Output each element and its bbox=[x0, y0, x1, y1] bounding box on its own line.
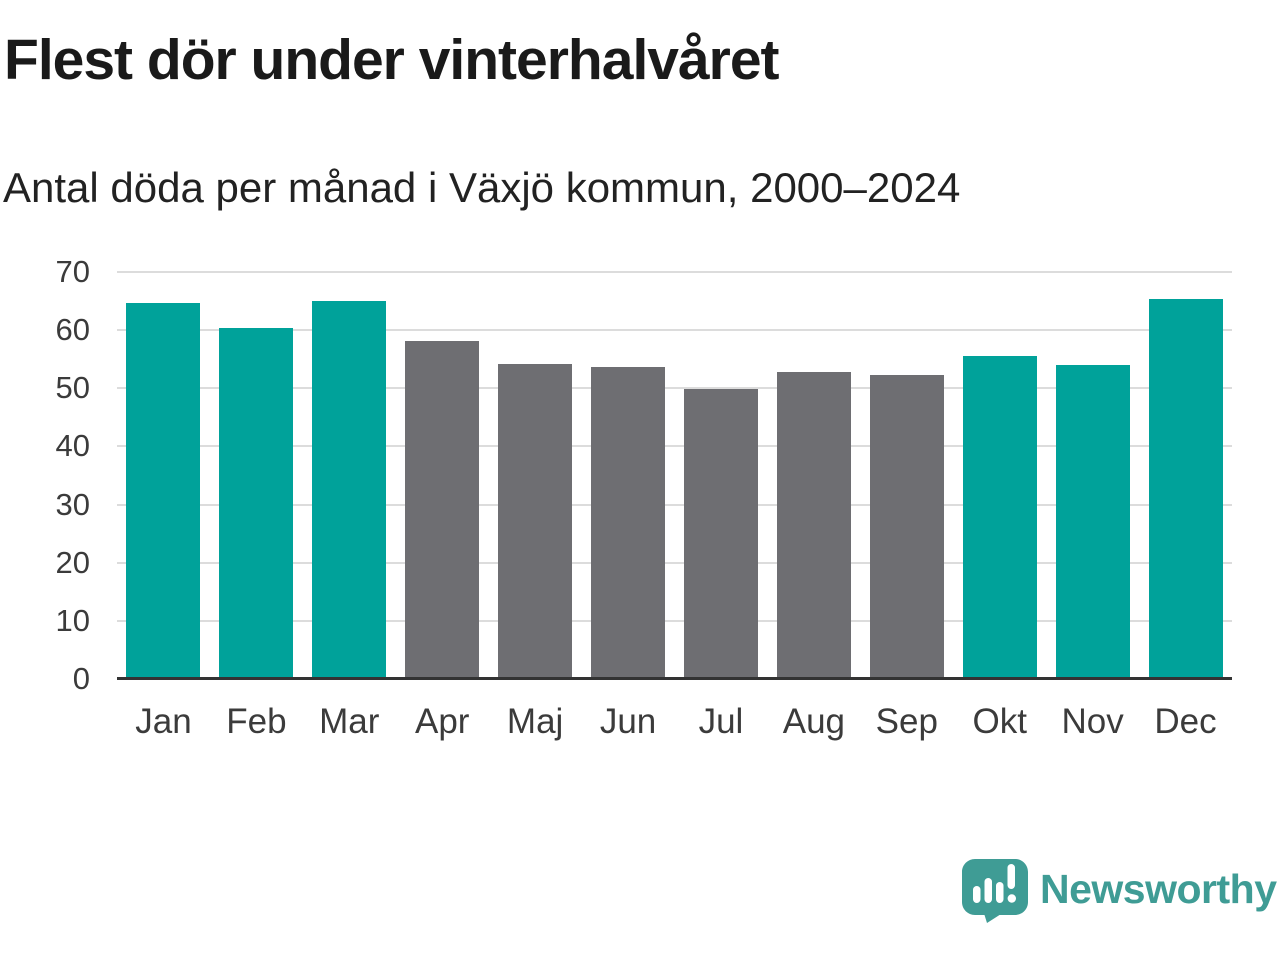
x-tick-label-nov: Nov bbox=[1061, 702, 1124, 741]
bar-aug bbox=[776, 372, 851, 679]
y-tick-label-30: 30 bbox=[55, 486, 90, 522]
y-tick-label-50: 50 bbox=[55, 370, 90, 406]
x-tick-label-apr: Apr bbox=[414, 702, 470, 741]
x-tick-label-mar: Mar bbox=[319, 702, 380, 741]
bar-sep bbox=[869, 374, 944, 679]
brand-footer: Newsworthy bbox=[962, 859, 1277, 923]
y-tick-label-20: 20 bbox=[55, 544, 90, 580]
y-tick-label-40: 40 bbox=[55, 428, 90, 464]
page-subtitle: Antal döda per månad i Växjö kommun, 200… bbox=[3, 164, 961, 211]
gridline-70 bbox=[117, 271, 1232, 273]
bar-jun bbox=[591, 366, 666, 679]
x-tick-label-jan: Jan bbox=[135, 702, 192, 741]
speech-bubble-bar-chart-icon bbox=[962, 859, 1028, 923]
x-tick-label-jun: Jun bbox=[599, 702, 657, 741]
gridline-60 bbox=[117, 329, 1232, 332]
bar-feb bbox=[219, 328, 294, 679]
y-tick-label-70: 70 bbox=[55, 254, 90, 289]
bar-apr bbox=[405, 341, 480, 679]
bar-jul bbox=[683, 389, 758, 679]
bar-dec bbox=[1148, 299, 1223, 679]
x-tick-label-aug: Aug bbox=[782, 702, 846, 741]
x-tick-label-okt: Okt bbox=[972, 702, 1027, 741]
bar-nov bbox=[1055, 365, 1130, 679]
x-axis-line bbox=[117, 677, 1232, 680]
brand-name: Newsworthy bbox=[1040, 866, 1277, 912]
x-tick-label-feb: Feb bbox=[226, 702, 287, 741]
bar-mar bbox=[312, 301, 387, 679]
gridline-30 bbox=[117, 503, 1232, 506]
plot-area bbox=[117, 271, 1232, 680]
page-title: Flest dör under vinterhalvåret bbox=[4, 28, 780, 92]
gridline-50 bbox=[117, 387, 1232, 390]
gridline-10 bbox=[117, 619, 1232, 622]
y-tick-label-10: 10 bbox=[55, 602, 90, 638]
bar-jan bbox=[126, 302, 201, 679]
gridline-20 bbox=[117, 561, 1232, 564]
y-tick-label-0: 0 bbox=[72, 661, 90, 696]
y-tick-label-60: 60 bbox=[55, 312, 90, 348]
x-tick-label-jul: Jul bbox=[698, 702, 744, 741]
x-tick-label-sep: Sep bbox=[875, 702, 938, 741]
bar-okt bbox=[962, 355, 1037, 679]
gridline-40 bbox=[117, 445, 1232, 448]
bar-maj bbox=[498, 363, 573, 679]
x-tick-label-dec: Dec bbox=[1154, 702, 1217, 741]
x-tick-label-maj: Maj bbox=[506, 702, 564, 741]
